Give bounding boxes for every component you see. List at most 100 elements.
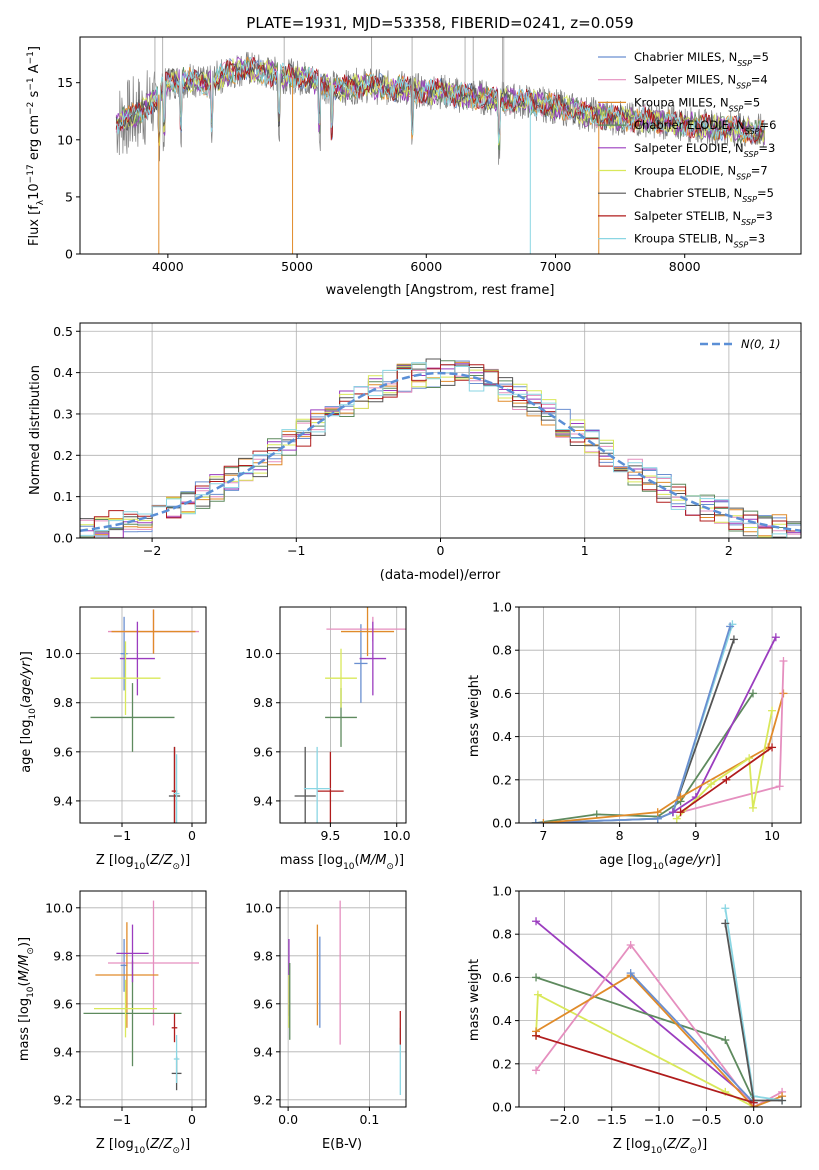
residual-histogram-step [80, 364, 801, 538]
y-axis-label: age [log10(age/yr)] [19, 651, 38, 773]
y-tick-label: 10.0 [45, 646, 73, 661]
y-tick-label: 10.0 [245, 900, 273, 915]
y-tick-label: 9.8 [53, 695, 73, 710]
legend-entry: Salpeter ELODIE, NSSP=3 [634, 141, 775, 159]
x-tick-label: 8 [616, 828, 624, 843]
axes-frame [79, 36, 802, 255]
x-axis-label: wavelength [Angstrom, rest frame] [326, 283, 555, 298]
normal-reference-curve [80, 371, 801, 533]
legend-entry: Chabrier STELIB, NSSP=5 [634, 186, 774, 204]
x-tick-label: −0.5 [691, 1112, 721, 1127]
legend-entry: Salpeter STELIB, NSSP=3 [634, 209, 773, 227]
x-axis-label: Z [log10(Z/Z⊙)] [613, 1137, 707, 1156]
plot-area [90, 609, 199, 823]
y-tick-label: 0.3 [53, 406, 73, 421]
axes-frame [279, 890, 407, 1108]
x-axis-label: mass [log10(M/M⊙)] [280, 853, 404, 872]
weight-series-line [672, 636, 777, 813]
x-tick-label: −1 [287, 543, 305, 558]
x-tick-label: 1 [581, 543, 589, 558]
x-tick-label: −2.0 [549, 1112, 579, 1127]
y-tick-label: 9.4 [53, 793, 73, 808]
y-tick-label: 9.4 [253, 793, 273, 808]
y-tick-label: 0 [65, 247, 73, 262]
plot-area [80, 358, 801, 538]
y-tick-label: 0.4 [492, 1013, 512, 1028]
plot-area [532, 904, 787, 1107]
plot-area [294, 607, 406, 823]
x-tick-label: −1 [113, 828, 131, 843]
y-tick-label: 0.4 [492, 729, 512, 744]
figure-title: PLATE=1931, MJD=53358, FIBERID=0241, z=0… [246, 14, 633, 32]
x-axis-label: E(B-V) [322, 1137, 362, 1152]
y-tick-label: 9.8 [253, 695, 273, 710]
panel-Z-weight [515, 890, 802, 1111]
x-tick-label: 10 [764, 828, 780, 843]
y-tick-label: 0.0 [492, 816, 512, 831]
y-tick-label: 10.0 [245, 646, 273, 661]
axes-frame [79, 606, 207, 824]
y-tick-label: 5 [65, 189, 73, 204]
y-tick-label: 0.2 [492, 1056, 512, 1071]
y-tick-label: 0.1 [53, 489, 73, 504]
legend: Chabrier MILES, NSSP=5 Salpeter MILES, NS… [598, 50, 776, 249]
x-tick-label: 7000 [540, 259, 572, 274]
legend-entry: Kroupa ELODIE, NSSP=7 [634, 164, 768, 182]
y-tick-label: 1.0 [492, 600, 512, 615]
y-tick-label: 1.0 [492, 884, 512, 899]
panel-Z-mass [76, 890, 207, 1111]
x-tick-label: 0 [188, 828, 196, 843]
plot-area [115, 37, 766, 254]
panel-age-weight [515, 606, 802, 827]
legend-entry: Chabrier ELODIE, NSSP=6 [634, 118, 776, 136]
weight-series-line [535, 626, 731, 823]
x-tick-label: 5000 [281, 259, 313, 274]
y-axis-label: mass weight [467, 959, 482, 1041]
y-tick-label: 0.6 [492, 686, 512, 701]
x-tick-label: 9 [692, 828, 700, 843]
panel-mass-age [276, 606, 407, 827]
legend-entry: Salpeter MILES, NSSP=4 [634, 73, 768, 91]
panel-residuals [76, 322, 802, 542]
x-axis-label: Z [log10(Z/Z⊙)] [96, 1137, 190, 1156]
weight-series-line [535, 976, 755, 1101]
y-tick-label: 9.6 [253, 744, 273, 759]
axes-frame [79, 890, 207, 1108]
y-tick-label: 0.5 [53, 324, 73, 339]
y-tick-label: 9.4 [53, 1044, 73, 1059]
x-tick-label: 0 [437, 543, 445, 558]
y-tick-label: 9.2 [253, 1092, 273, 1107]
y-axis-label: mass [log10(M/M⊙)] [17, 937, 36, 1061]
x-tick-label: 7 [539, 828, 547, 843]
y-tick-label: 15 [57, 75, 73, 90]
x-tick-label: 0.0 [278, 1112, 298, 1127]
x-tick-label: 4000 [152, 259, 184, 274]
x-tick-label: 10.0 [383, 828, 411, 843]
panel-EBV-mass [276, 890, 407, 1111]
y-tick-label: 9.6 [253, 996, 273, 1011]
weight-series-line [630, 972, 755, 1104]
panel-Z-age [76, 606, 207, 827]
plot-area [288, 900, 401, 1095]
y-tick-label: 10.0 [45, 900, 73, 915]
y-tick-label: 9.6 [53, 744, 73, 759]
y-axis-label: Normed distribution [28, 365, 43, 495]
x-axis-label: Z [log10(Z/Z⊙)] [96, 853, 190, 872]
x-tick-label: −1.0 [644, 1112, 674, 1127]
y-tick-label: 9.2 [53, 1092, 73, 1107]
x-tick-label: 2 [725, 543, 733, 558]
weight-series-line [535, 1034, 754, 1104]
y-tick-label: 9.8 [253, 948, 273, 963]
y-tick-label: 0.0 [492, 1100, 512, 1115]
plot-area [531, 620, 788, 823]
x-tick-label: −1 [113, 1112, 131, 1127]
model-spectrum-line [115, 57, 765, 144]
axes-frame [279, 606, 407, 824]
x-tick-label: −2 [143, 543, 161, 558]
x-tick-label: 6000 [410, 259, 442, 274]
plot-area [83, 900, 199, 1091]
x-axis-label: age [log10(age/yr)] [599, 853, 721, 872]
y-tick-label: 0.8 [492, 927, 512, 942]
